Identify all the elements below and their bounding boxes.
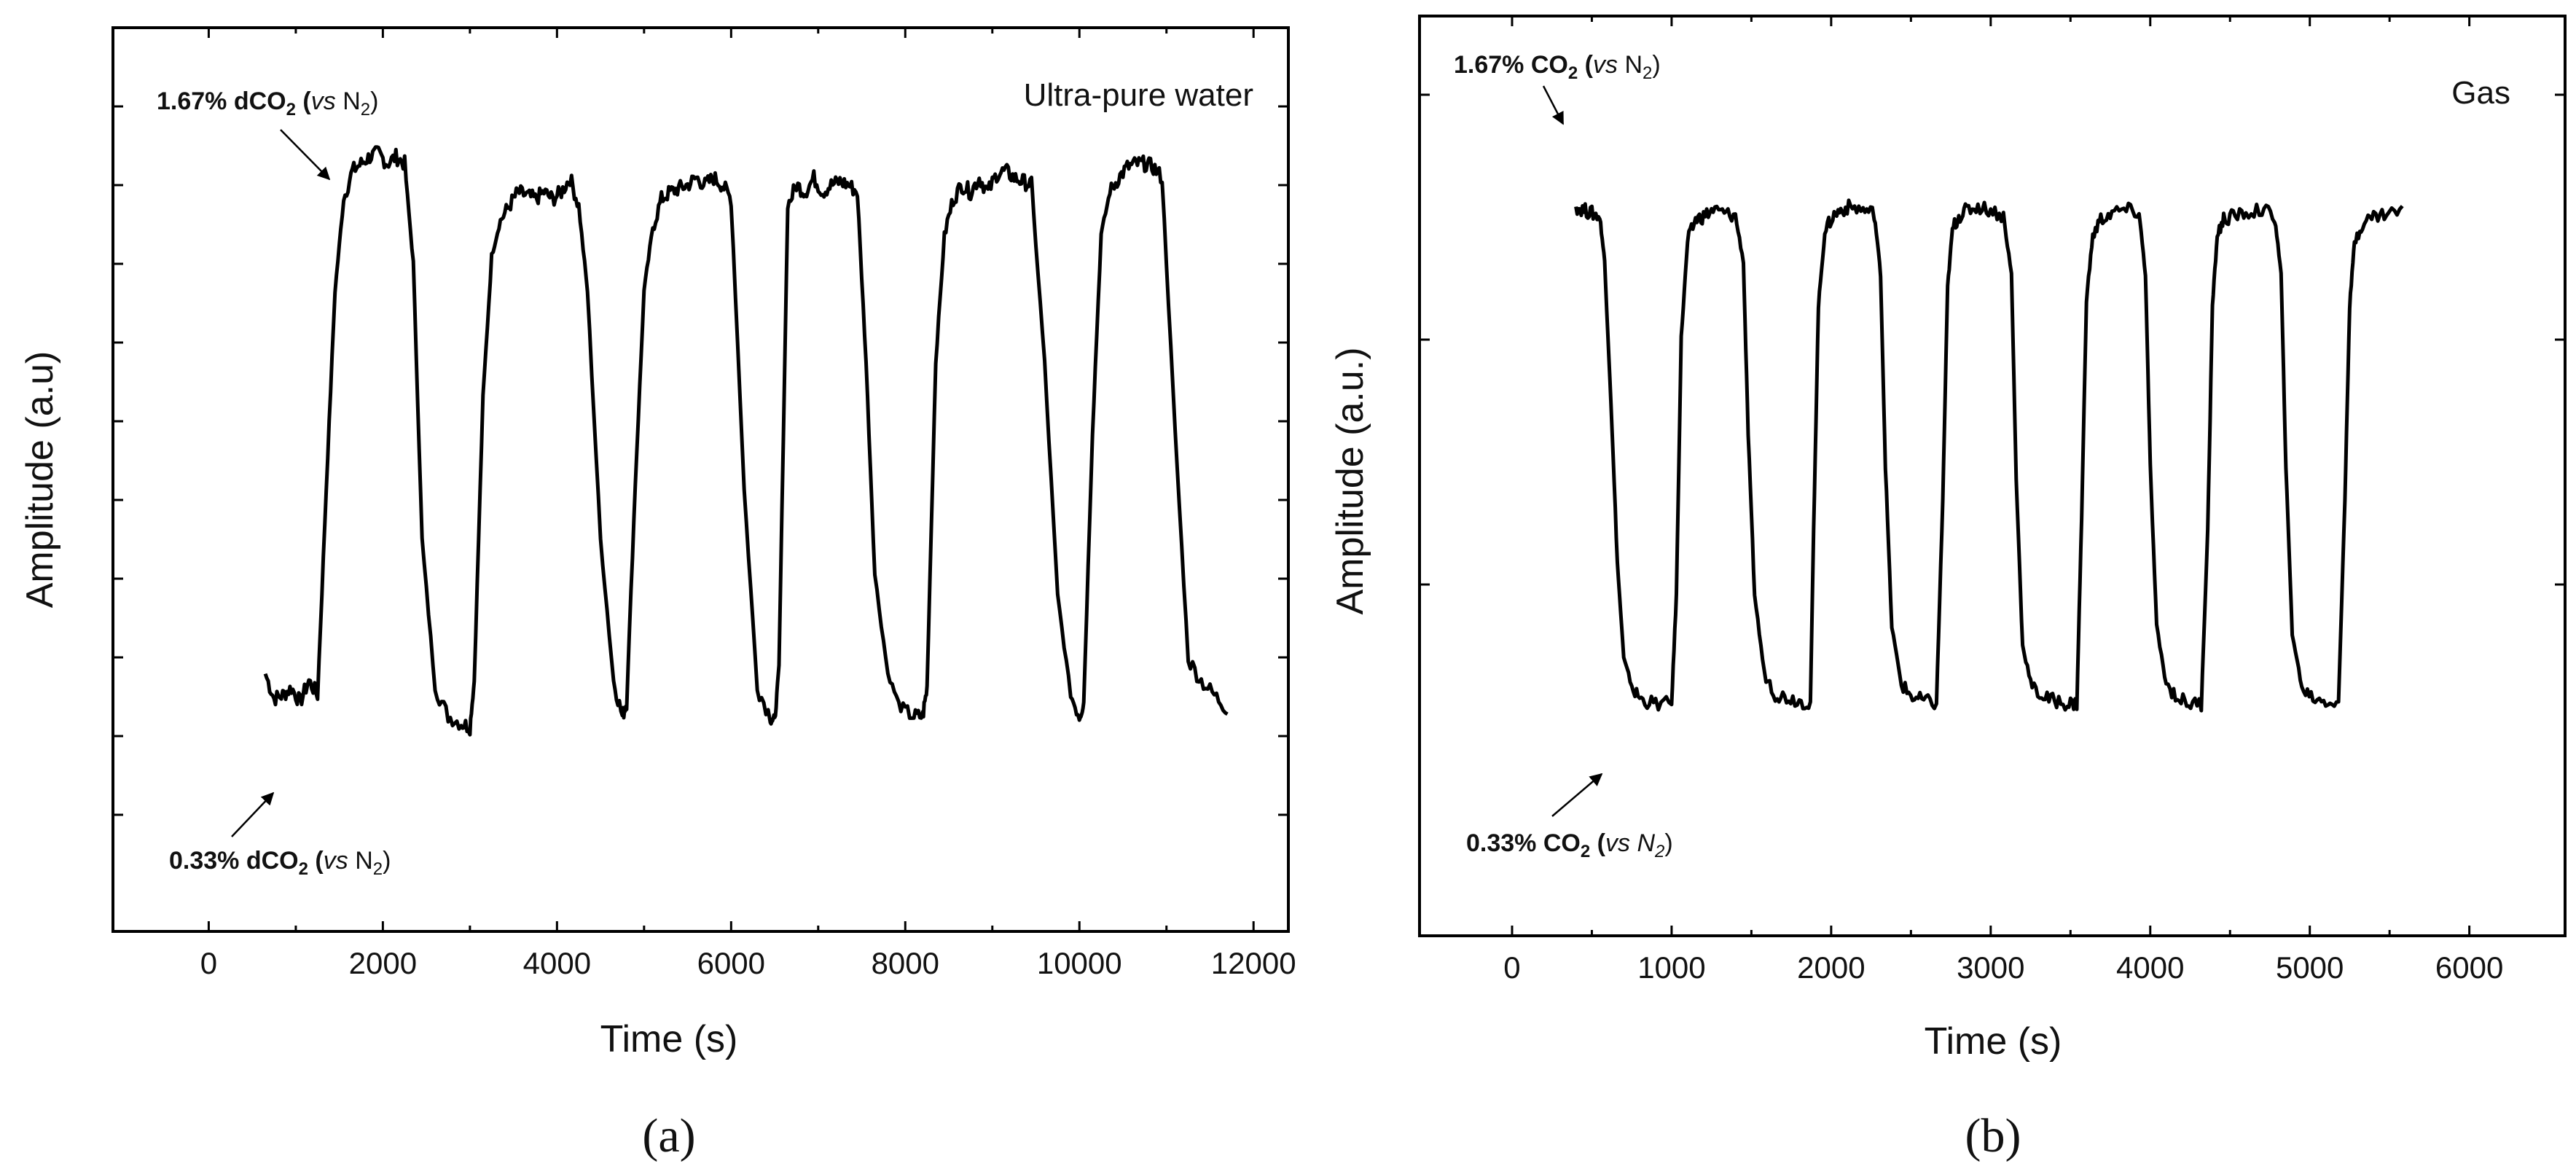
x-tick-label-a: 2000 (349, 946, 417, 980)
plot-frame-a (111, 26, 1290, 933)
annotation-low-b-open: ( (1590, 829, 1605, 857)
annotation-high-b-close: ) (1652, 51, 1660, 79)
chart-a: 0 2000 4000 6000 8000 10000 12000 Amplitude (a… (19, 26, 1296, 1162)
annotation-high-a-prefix: 1.67% dCO (157, 87, 286, 115)
annotation-low-a-prefix: 0.33% dCO (169, 847, 299, 875)
x-tick-label-b: 6000 (2435, 950, 2503, 985)
annotation-high-b-sub2: 2 (1643, 63, 1652, 83)
plot-frame-b (1418, 15, 2567, 937)
annotation-high-b-open: ( (1578, 51, 1593, 79)
annotation-high-b: 1.67% CO2 (vs N2) (1454, 51, 1661, 83)
annotation-low-b-prefix: 0.33% CO (1466, 829, 1581, 857)
x-tick-label-a: 0 (200, 946, 217, 980)
amplitude-line-b (1574, 198, 2404, 713)
x-tick-labels-a: 0 2000 4000 6000 8000 10000 12000 (200, 946, 1296, 980)
x-tick-label-a: 4000 (523, 946, 591, 980)
annotation-high-a-arrow (280, 129, 331, 181)
x-tick-label-b: 0 (1503, 950, 1520, 985)
annotation-low-b-close: ) (1664, 829, 1672, 857)
annotation-high-a-sub: 2 (286, 100, 296, 120)
annotation-high-a-sub2: 2 (361, 100, 370, 120)
x-axis-label-b: Time (s) (1925, 1020, 2062, 1063)
x-tick-label-a: 8000 (872, 946, 939, 980)
y-axis-label-a: Amplitude (a.u) (19, 351, 61, 609)
x-tick-label-b: 3000 (1957, 950, 2024, 985)
legend-label-a: Ultra-pure water (1024, 77, 1253, 113)
annotation-low-a-open: ( (308, 847, 324, 875)
x-tick-label-b: 1000 (1637, 950, 1705, 985)
panel-label-b: (b) (1965, 1109, 2021, 1162)
annotation-high-a-open: ( (296, 87, 311, 115)
annotation-high-b-mid: N (1618, 51, 1643, 79)
annotation-high-a-close: ) (370, 87, 378, 115)
annotation-high-a-italic: vs (311, 87, 336, 115)
annotation-high-a: 1.67% dCO2 (vs N2) (157, 87, 378, 120)
annotation-low-a-close: ) (383, 847, 391, 875)
ticks-b (1420, 16, 2565, 936)
annotation-low-a-mid: N (348, 847, 373, 875)
y-axis-label-b: Amplitude (a.u.) (1329, 347, 1371, 614)
panel-label-a: (a) (642, 1109, 695, 1162)
x-axis-label-a: Time (s) (600, 1018, 738, 1060)
annotation-low-b-sub2: 2 (1654, 842, 1664, 861)
annotation-high-b-italic: vs (1593, 51, 1618, 79)
x-tick-label-a: 10000 (1037, 946, 1122, 980)
annotation-low-a: 0.33% dCO2 (vs N2) (169, 847, 391, 879)
annotation-low-a-sub: 2 (299, 859, 308, 879)
ticks-a (113, 28, 1288, 931)
annotation-low-b-arrow (1551, 773, 1603, 817)
x-tick-label-a: 6000 (697, 946, 765, 980)
x-tick-label-b: 2000 (1797, 950, 1865, 985)
x-tick-label-b: 4000 (2116, 950, 2184, 985)
annotation-low-b-mid: N (1630, 829, 1655, 857)
legend-label-b: Gas (2451, 75, 2510, 111)
annotation-low-b: 0.33% CO2 (vs N2) (1466, 829, 1673, 861)
annotation-high-b-prefix: 1.67% CO (1454, 51, 1568, 79)
chart-b: 0 1000 2000 3000 4000 5000 6000 Amplitude (a.u… (1329, 15, 2567, 1162)
x-tick-labels-b: 0 1000 2000 3000 4000 5000 6000 (1503, 950, 2503, 985)
x-tick-label-a: 12000 (1211, 946, 1296, 980)
annotation-low-a-italic: vs (324, 847, 348, 875)
annotation-high-b-arrow (1542, 85, 1565, 125)
annotation-low-a-arrow (231, 791, 275, 837)
annotation-high-a-mid: N (336, 87, 361, 115)
annotation-high-b-sub: 2 (1568, 63, 1578, 83)
annotation-low-a-sub2: 2 (373, 859, 383, 879)
amplitude-line-a (263, 145, 1229, 737)
x-tick-label-b: 5000 (2276, 950, 2344, 985)
annotation-low-b-italic: vs (1605, 829, 1630, 857)
annotation-low-b-sub: 2 (1581, 842, 1590, 861)
